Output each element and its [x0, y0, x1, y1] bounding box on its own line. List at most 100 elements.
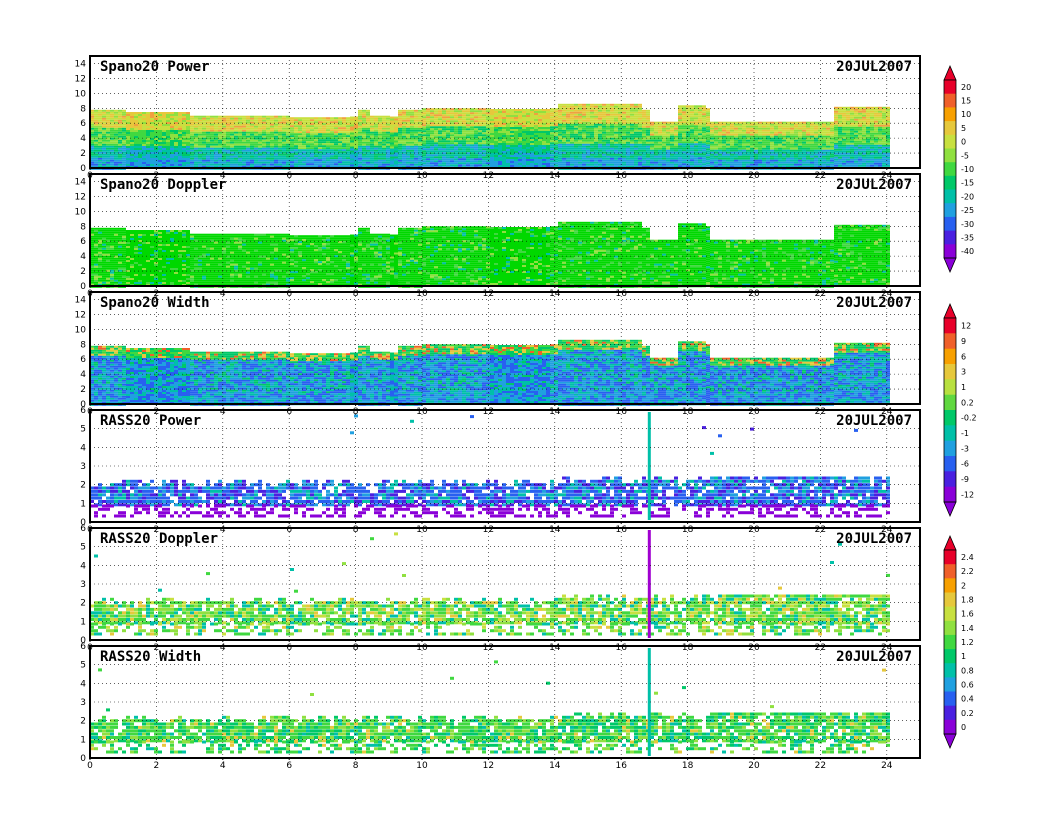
heatmap-cell [622, 164, 626, 166]
heatmap-cell [114, 116, 118, 118]
heatmap-cell [174, 130, 178, 132]
heatmap-cell [358, 130, 362, 132]
heatmap-cell [350, 159, 354, 161]
heatmap-cell [170, 112, 174, 114]
heatmap-cell [494, 143, 498, 145]
heatmap-cell [758, 134, 762, 136]
heatmap-cell [642, 156, 646, 158]
heatmap-cell [502, 157, 506, 159]
heatmap-cell [730, 144, 734, 146]
heatmap-cell [698, 111, 702, 113]
heatmap-cell [682, 153, 686, 155]
heatmap-cell [578, 158, 582, 160]
heatmap-cell [734, 154, 738, 156]
heatmap-cell [654, 150, 658, 152]
heatmap-cell [126, 112, 130, 114]
heatmap-cell [330, 155, 334, 157]
heatmap-cell [426, 160, 430, 162]
heatmap-cell [410, 160, 414, 162]
heatmap-cell [114, 114, 118, 116]
heatmap-cell [514, 149, 518, 151]
heatmap-cell [698, 155, 702, 157]
heatmap-cell [434, 144, 438, 146]
heatmap-cell [454, 160, 458, 162]
heatmap-cell [238, 162, 242, 164]
heatmap-cell [162, 162, 166, 164]
heatmap-cell [114, 132, 118, 134]
heatmap-cell [578, 156, 582, 158]
heatmap-cell [534, 141, 538, 143]
heatmap-cell [718, 132, 722, 134]
heatmap-cell [94, 114, 98, 116]
heatmap-cell [234, 154, 238, 156]
heatmap-cell [746, 152, 750, 154]
heatmap-cell [446, 114, 450, 116]
heatmap-cell [258, 118, 262, 120]
heatmap-cell [494, 151, 498, 153]
heatmap-cell [534, 155, 538, 157]
heatmap-cell [506, 165, 510, 167]
heatmap-cell [422, 120, 426, 122]
heatmap-cell [186, 164, 190, 166]
heatmap-cell [710, 142, 714, 144]
heatmap-cell [386, 124, 390, 126]
heatmap-cell [470, 134, 474, 136]
heatmap-cell [130, 162, 134, 164]
heatmap-cell [542, 133, 546, 135]
heatmap-cell [346, 125, 350, 127]
heatmap-cell [314, 123, 318, 125]
heatmap-cell [214, 120, 218, 122]
heatmap-cell [114, 126, 118, 128]
heatmap-cell [366, 114, 370, 116]
heatmap-cell [242, 160, 246, 162]
heatmap-cell [534, 129, 538, 131]
heatmap-cell [262, 124, 266, 126]
heatmap-cell [578, 140, 582, 142]
heatmap-cell [550, 128, 554, 130]
heatmap-cell [378, 150, 382, 152]
heatmap-cell [718, 134, 722, 136]
heatmap-cell [538, 147, 542, 149]
heatmap-cell [470, 160, 474, 162]
heatmap-cell [122, 112, 126, 114]
heatmap-cell [138, 128, 142, 130]
heatmap-cell [686, 153, 690, 155]
heatmap-cell [282, 118, 286, 120]
heatmap-cell [614, 164, 618, 166]
heatmap-cell [658, 156, 662, 158]
heatmap-cell [178, 112, 182, 114]
heatmap-cell [418, 128, 422, 130]
heatmap-cell [254, 162, 258, 164]
heatmap-cell [290, 165, 294, 167]
heatmap-cell [614, 134, 618, 136]
heatmap-cell [214, 126, 218, 128]
heatmap-cell [374, 150, 378, 152]
heatmap-cell [162, 148, 166, 150]
heatmap-cell [686, 141, 690, 143]
heatmap-cell [502, 141, 506, 143]
heatmap-cell [222, 134, 226, 136]
heatmap-cell [190, 116, 194, 118]
heatmap-cell [358, 140, 362, 142]
heatmap-cell [610, 150, 614, 152]
heatmap-cell [722, 148, 726, 150]
heatmap-cell [482, 126, 486, 128]
heatmap-cell [146, 140, 150, 142]
heatmap-cell [266, 154, 270, 156]
heatmap-cell [254, 164, 258, 166]
heatmap-cell [526, 143, 530, 145]
heatmap-cell [114, 122, 118, 124]
heatmap-cell [358, 136, 362, 138]
heatmap-cell [434, 146, 438, 148]
heatmap-cell [154, 148, 158, 150]
heatmap-cell [514, 161, 518, 163]
heatmap-cell [382, 150, 386, 152]
heatmap-cell [154, 140, 158, 142]
heatmap-cell [382, 162, 386, 164]
heatmap-cell [686, 133, 690, 135]
heatmap-cell [522, 157, 526, 159]
heatmap-cell [342, 159, 346, 161]
heatmap-cell [410, 126, 414, 128]
heatmap-cell [174, 162, 178, 164]
heatmap-cell [690, 143, 694, 145]
